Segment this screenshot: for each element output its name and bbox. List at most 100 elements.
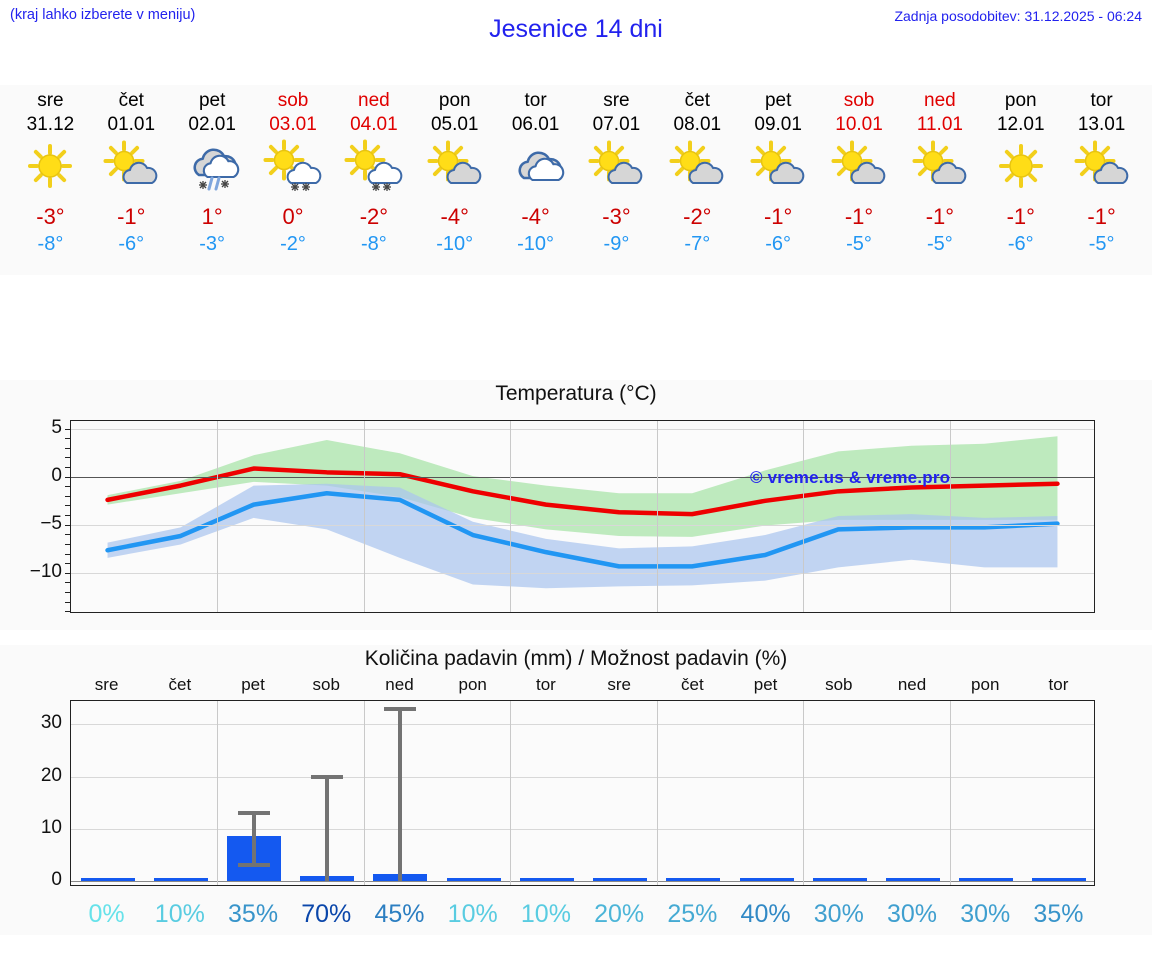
temperature-vertical-gridline (217, 421, 219, 612)
day-date-label: 03.01 (269, 114, 317, 135)
day-of-week-label: sob (277, 90, 309, 111)
day-max-temp: -1° (763, 204, 793, 229)
precipitation-gridline (71, 776, 1094, 778)
day-of-week-label: sob (843, 90, 875, 111)
day-date-label: 31.12 (26, 114, 75, 135)
precipitation-bar (666, 877, 721, 881)
precipitation-probability-label: 45% (374, 900, 425, 928)
day-max-temp: -1° (1087, 204, 1116, 229)
day-max-temp: -1° (117, 204, 146, 229)
day-max-temp: -3° (602, 204, 631, 229)
sun-icon (10, 139, 91, 197)
day-of-week-label: sre (603, 90, 630, 111)
day-column[interactable]: ned 04.01 -2° -8° (333, 85, 414, 275)
precipitation-probability-label: 10% (520, 900, 571, 928)
day-column[interactable]: sob 10.01 -1° -5° (819, 85, 900, 275)
precipitation-day-label: sob (825, 675, 853, 694)
temperature-axis-tick (65, 582, 71, 584)
precipitation-day-label: čet (681, 675, 704, 694)
day-date-label: 12.01 (996, 114, 1045, 135)
day-column[interactable]: sob 03.01 0° -2° (253, 85, 334, 275)
precipitation-bar (739, 877, 794, 881)
precipitation-error-bar (398, 708, 403, 881)
precipitation-error-cap (311, 774, 344, 779)
precipitation-bar (1032, 877, 1087, 881)
temperature-vertical-gridline (363, 421, 365, 612)
day-column[interactable]: čet 08.01 -2° -7° (657, 85, 738, 275)
day-of-week-label: ned (924, 90, 956, 111)
day-max-temp: -4° (440, 204, 469, 229)
day-column[interactable]: čet 01.01 -1° -6° (91, 85, 172, 275)
sun-cloud-icon (738, 139, 819, 197)
day-of-week-label: pon (438, 90, 471, 111)
temperature-axis-tick (65, 543, 71, 545)
precipitation-vertical-gridline (949, 701, 951, 885)
temperature-axis-tick (65, 601, 71, 603)
sun-cloud-icon (1061, 139, 1142, 197)
watermark-label: © vreme.us & vreme.pro (750, 468, 951, 487)
day-column[interactable]: sre 31.12 -3° -8° (10, 85, 91, 275)
day-date-label: 01.01 (107, 114, 156, 135)
precipitation-plot-area (70, 700, 1095, 886)
sun-cloud-icon (899, 139, 980, 197)
day-column[interactable]: pet 02.01 1° -3° (172, 85, 253, 275)
temperature-axis-tick (65, 572, 71, 574)
day-max-temp: 1° (201, 204, 223, 229)
precipitation-bar (812, 877, 867, 881)
day-column[interactable]: ned 11.01 -1° -5° (899, 85, 980, 275)
sun-cloud-icon (576, 139, 657, 197)
temperature-gridline (71, 476, 1094, 478)
day-min-temp: -10° (436, 233, 474, 255)
precipitation-probability-label: 20% (594, 900, 645, 928)
day-date-label: 08.01 (673, 114, 722, 135)
day-of-week-label: čet (684, 90, 710, 111)
precipitation-day-label: pet (753, 675, 778, 694)
day-column[interactable]: tor 13.01 -1° -5° (1061, 85, 1142, 275)
precipitation-bar (446, 877, 501, 881)
page-title: Jesenice 14 dni (489, 15, 663, 43)
temperature-gridline (71, 572, 1094, 574)
day-column[interactable]: tor 06.01 -4° -10° (495, 85, 576, 275)
day-min-temp: -10° (517, 233, 555, 255)
location-menu-note[interactable]: (kraj lahko izberete v meniju) (10, 7, 196, 23)
day-max-temp: -1° (844, 204, 874, 229)
day-max-temp: -4° (521, 204, 550, 229)
day-of-week-label: ned (358, 90, 390, 111)
day-date-label: 13.01 (1077, 114, 1126, 135)
precipitation-probability-label: 30% (886, 900, 938, 928)
precipitation-probability-row: 0% 10% 35% 70% 45% 10% 10% 20% 25% 40% 30% 30% 30% 35… (70, 900, 1095, 940)
precipitation-error-bar (252, 813, 257, 866)
precipitation-error-bar (325, 776, 330, 881)
temperature-axis-tick (65, 515, 71, 517)
temperature-axis-tick (65, 553, 71, 555)
day-column[interactable]: pon 12.01 -1° -6° (980, 85, 1061, 275)
page-header: (kraj lahko izberete v meniju) Jesenice … (0, 0, 1152, 60)
day-min-temp: -2° (280, 233, 306, 255)
precipitation-probability-label: 70% (301, 900, 352, 928)
day-max-temp: -3° (36, 204, 65, 229)
sun-cloud-icon (657, 139, 738, 197)
precipitation-day-label: sob (312, 675, 340, 694)
day-min-temp: -5° (1088, 233, 1115, 255)
day-date-label: 09.01 (754, 114, 802, 135)
precipitation-gridline (71, 724, 1094, 726)
day-min-temp: -5° (846, 233, 872, 255)
day-column[interactable]: pet 09.01 -1° -6° (738, 85, 819, 275)
precipitation-vertical-gridline (510, 701, 512, 885)
precipitation-vertical-gridline (363, 701, 365, 885)
precipitation-day-label: sre (94, 675, 119, 694)
temperature-axis-tick (65, 611, 71, 613)
temperature-axis-tick (65, 591, 71, 593)
precipitation-bar (593, 877, 648, 881)
day-column[interactable]: pon 05.01 -4° -10° (414, 85, 495, 275)
day-max-temp: 0° (282, 204, 304, 229)
precipitation-error-cap (384, 706, 417, 711)
precipitation-day-label: pon (458, 675, 487, 694)
precipitation-error-cap (238, 811, 271, 816)
precipitation-bar (80, 877, 135, 881)
precipitation-gridline (71, 880, 1094, 882)
day-of-week-label: sre (37, 90, 64, 111)
precipitation-probability-label: 30% (960, 900, 1011, 928)
temperature-axis-tick (65, 438, 71, 440)
day-column[interactable]: sre 07.01 -3° -9° (576, 85, 657, 275)
